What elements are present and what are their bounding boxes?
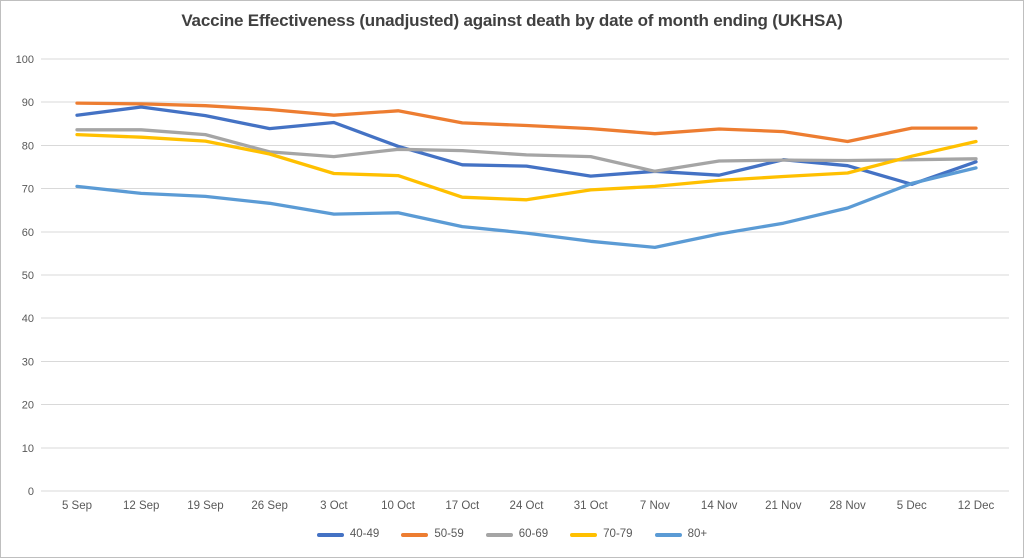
legend-item-70-79: 70-79 <box>570 528 633 541</box>
x-axis-labels: 5 Sep 12 Sep 19 Sep 26 Sep 3 Oct 10 Oct 17 Oct… <box>62 500 994 512</box>
series-line-80+ <box>75 166 978 250</box>
legend-line-swatch <box>485 532 513 537</box>
legend-item-50-59: 50-59 <box>401 528 464 541</box>
chart-title: Vaccine Effectiveness (unadjusted) again… <box>181 11 843 30</box>
series-line-40-49 <box>75 105 978 186</box>
x-tick-label: 21 Nov <box>765 500 802 512</box>
y-tick-label: 100 <box>16 54 34 66</box>
y-tick-label: 60 <box>22 227 34 239</box>
y-tick-label: 80 <box>22 140 34 152</box>
x-tick-label: 31 Oct <box>574 500 609 512</box>
x-tick-label: 26 Sep <box>251 500 287 512</box>
gridlines <box>41 58 1009 492</box>
x-tick-label: 5 Sep <box>62 500 92 512</box>
legend: 40-49 50-59 60-69 70-79 80+ <box>1 528 1023 541</box>
y-tick-label: 70 <box>22 184 34 196</box>
y-tick-label: 0 <box>28 486 34 498</box>
legend-item-40-49: 40-49 <box>316 528 380 541</box>
legend-line-swatch <box>316 532 344 537</box>
x-tick-label: 24 Oct <box>510 500 545 512</box>
legend-label: 40-49 <box>349 528 380 540</box>
x-tick-label: 28 Nov <box>829 500 866 512</box>
series-line-60-69 <box>75 128 978 173</box>
y-tick-label: 40 <box>22 313 34 325</box>
legend-line-swatch <box>654 532 682 537</box>
x-tick-label: 5 Dec <box>897 500 927 512</box>
series-lines <box>75 101 978 250</box>
x-tick-label: 7 Nov <box>640 500 670 512</box>
y-tick-label: 20 <box>22 400 34 412</box>
x-tick-label: 10 Oct <box>381 500 416 512</box>
y-tick-label: 30 <box>22 356 34 368</box>
series-line-50-59 <box>75 101 978 144</box>
x-tick-label: 3 Oct <box>320 500 348 512</box>
series-line-70-79 <box>75 132 978 202</box>
y-tick-label: 50 <box>22 270 34 282</box>
x-tick-label: 17 Oct <box>445 500 480 512</box>
x-tick-label: 12 Dec <box>958 500 995 512</box>
legend-label: 60-69 <box>518 528 549 540</box>
legend-line-swatch <box>570 532 598 537</box>
legend-line-swatch <box>401 532 429 537</box>
y-tick-label: 90 <box>22 97 34 109</box>
legend-item-80+: 80+ <box>654 528 708 541</box>
legend-label: 50-59 <box>434 528 464 540</box>
legend-label: 80+ <box>687 528 708 540</box>
x-tick-label: 19 Sep <box>187 500 223 512</box>
x-tick-label: 14 Nov <box>701 500 738 512</box>
legend-label: 70-79 <box>603 528 633 540</box>
y-axis-labels: 0 10 20 30 40 50 60 70 80 90 100 <box>16 54 34 498</box>
x-tick-label: 12 Sep <box>123 500 159 512</box>
legend-item-60-69: 60-69 <box>485 528 549 541</box>
y-tick-label: 10 <box>22 443 34 455</box>
